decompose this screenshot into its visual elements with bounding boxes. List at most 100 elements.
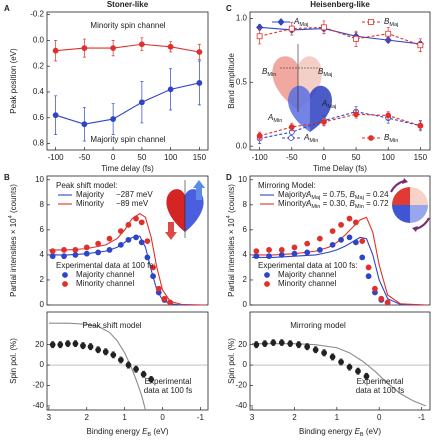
marker [384, 299, 391, 306]
y-tick-label: 0.0 [236, 141, 248, 150]
marker [266, 253, 272, 260]
legend-title: Mirroring Model: [258, 181, 316, 190]
y-axis-label: Spin pol. (%) [227, 338, 236, 384]
marker [353, 35, 359, 42]
legend-swatch [264, 281, 270, 287]
y-tick-label: 0.8 [33, 139, 45, 148]
legend-label: Minority [76, 199, 104, 208]
y-tick-label: 4 [243, 250, 248, 259]
text-run: B [262, 67, 268, 76]
marker [80, 342, 86, 349]
text-run: = 0.24 [364, 190, 389, 199]
inset-label: AMaj [321, 99, 336, 110]
series-line [259, 26, 421, 46]
marker [150, 264, 156, 271]
y-tick-label: 6 [40, 225, 45, 234]
series-line [55, 82, 200, 125]
text-run: = 0.75, [320, 190, 349, 199]
x-tick-label: 150 [193, 153, 207, 162]
legend-swatch [277, 18, 285, 26]
marker [329, 228, 336, 235]
text-run: Partial intensities × 10 [9, 218, 18, 297]
marker [253, 341, 260, 348]
plot-frame [249, 11, 431, 151]
y-tick-label: 6 [243, 225, 248, 234]
panel-header: Heisenberg-like [310, 0, 370, 9]
inset-shape [410, 205, 428, 223]
inset-illustration [272, 44, 332, 132]
annotation: Mirroring model [290, 321, 346, 330]
marker [278, 252, 285, 258]
marker [49, 341, 56, 348]
marker [365, 264, 372, 271]
text-run: −89 meV [116, 199, 149, 208]
marker [316, 246, 323, 253]
y-tick-label: 10 [35, 175, 44, 184]
legend-note: −287 meV [116, 190, 153, 199]
marker [106, 235, 113, 242]
marker [378, 295, 385, 302]
marker [61, 253, 67, 260]
x-tick-label: 2 [292, 413, 297, 422]
y-tick-label: -20 [235, 381, 247, 390]
marker [312, 346, 319, 353]
inset-shape [310, 85, 332, 132]
marker [117, 357, 124, 363]
x-tick-label: 0 [377, 413, 382, 422]
series-line [252, 343, 426, 407]
text-run: 4 [8, 215, 14, 218]
text-run: −287 meV [116, 190, 153, 199]
marker [167, 43, 174, 50]
marker [385, 112, 392, 119]
plot-frame [249, 311, 431, 411]
marker [321, 118, 327, 125]
marker [266, 246, 272, 253]
legend-title: Experimental data at 100 fs: [258, 261, 358, 270]
text-run: Maj [299, 22, 308, 28]
y-tick-label: 1.0 [236, 13, 248, 22]
legend-label: Minority: [278, 199, 308, 208]
x-tick-label: 100 [382, 153, 396, 162]
marker [133, 366, 139, 373]
text-run: A [321, 99, 327, 108]
x-tick-label: 0 [322, 153, 327, 162]
x-tick-label: -1 [418, 413, 426, 422]
annotation: Peak shift model [82, 321, 141, 330]
marker [288, 124, 295, 130]
inset-illustration [165, 180, 205, 240]
y-tick-label: 0 [243, 360, 248, 369]
plot-frame [46, 11, 209, 151]
marker [110, 351, 117, 358]
marker [372, 285, 378, 292]
y-tick-label: -40 [235, 401, 247, 410]
text-run: Min [267, 72, 276, 78]
marker [359, 254, 366, 261]
marker [155, 285, 162, 292]
marker [253, 253, 260, 260]
y-tick-label: -40 [32, 401, 44, 410]
marker [167, 86, 174, 93]
inset-illustration [390, 178, 430, 232]
legend-swatch [288, 135, 294, 141]
marker [329, 241, 336, 248]
inset-shape [288, 85, 310, 132]
annotation: Majority spin channel [90, 135, 165, 144]
marker [304, 240, 311, 247]
marker [125, 362, 132, 368]
marker [295, 341, 302, 348]
marker [87, 343, 94, 350]
series-line [259, 26, 421, 45]
annotation: Experimental [357, 377, 404, 386]
marker [352, 219, 359, 226]
text-run: (counts) [9, 184, 18, 215]
marker [95, 249, 102, 256]
text-run: Min [389, 138, 398, 144]
marker [95, 346, 102, 353]
marker [270, 339, 277, 346]
text-run: Min [355, 204, 364, 210]
legend-title: Peak shift model: [56, 181, 117, 190]
marker [359, 238, 366, 245]
annotation: data at 100 fs [356, 386, 404, 395]
marker [161, 295, 168, 302]
marker [117, 228, 124, 235]
